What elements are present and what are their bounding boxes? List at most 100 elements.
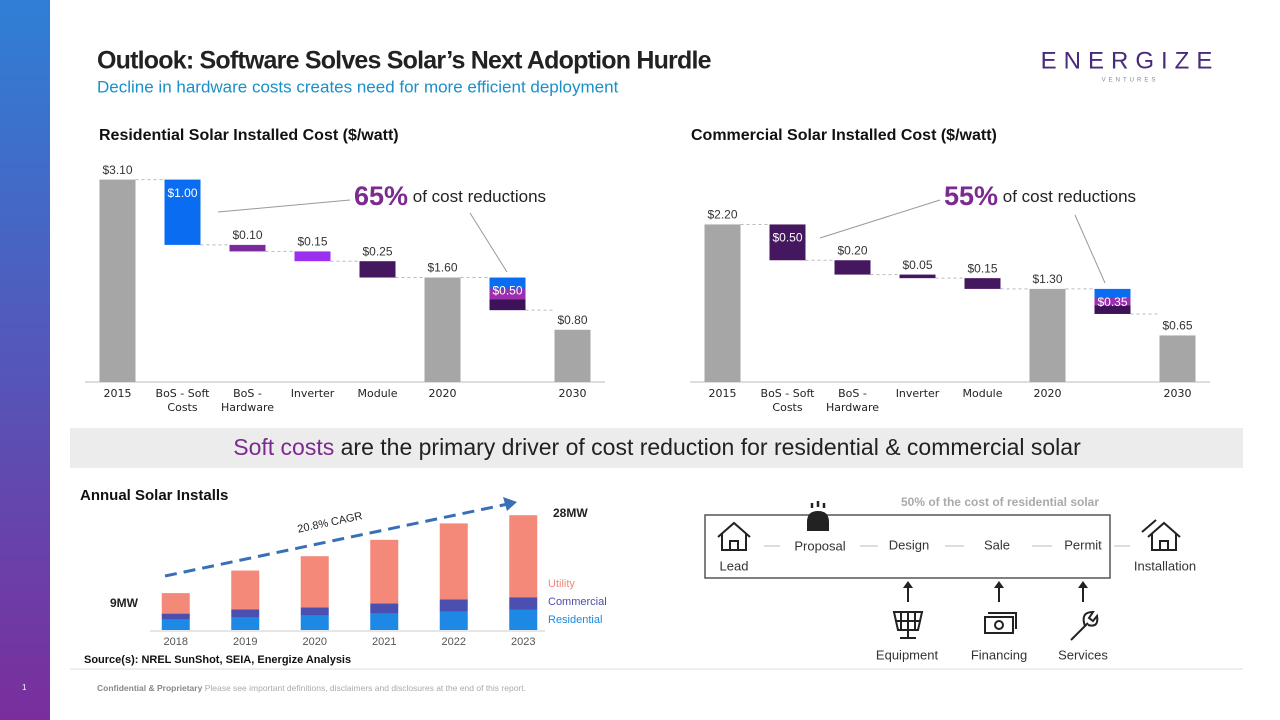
- logo: ENERGIZE: [1041, 47, 1220, 74]
- bar: [1029, 288, 1066, 382]
- bar-segment: [300, 615, 329, 630]
- bar: [964, 278, 1001, 289]
- bar-segment: [370, 613, 399, 630]
- x-tick-label: 2019: [233, 636, 257, 648]
- step-label: Permit: [1064, 537, 1102, 552]
- bar-segment: [509, 609, 538, 630]
- step-label: Proposal: [794, 538, 845, 553]
- bar-segment: [161, 619, 190, 630]
- value-label: $0.80: [557, 313, 587, 327]
- bar: [99, 179, 136, 382]
- x-tick-label: 2015: [103, 387, 132, 400]
- cagr-arrow: [164, 502, 509, 578]
- input-label: Services: [1058, 647, 1108, 662]
- bar-segment: [509, 515, 538, 598]
- x-tick-label: 2018: [164, 636, 188, 648]
- bar-segment: [370, 603, 399, 614]
- bar: [294, 251, 331, 262]
- pointers: [217, 199, 1106, 284]
- title: Outlook: Software Solves Solar’s Next Ad…: [97, 47, 712, 75]
- value-label: $0.15: [967, 261, 997, 275]
- bar: [554, 329, 591, 382]
- annotation-emphasis: 55%: [944, 181, 998, 211]
- bar: [899, 274, 936, 279]
- chart-title: Annual Solar Installs: [80, 487, 228, 504]
- cagr-label: 20.8% CAGR: [296, 510, 363, 535]
- x-tick-label: 2030: [1163, 387, 1192, 400]
- input-arrow-heads: [903, 581, 1088, 588]
- x-tick-label: 2023: [511, 636, 535, 648]
- value-label: $0.35: [1097, 295, 1127, 309]
- banner-emphasis: Soft costs: [233, 434, 334, 460]
- x-tick-label: 2015: [708, 387, 737, 400]
- step-label: Design: [889, 537, 929, 552]
- legend-entry: Residential: [548, 614, 602, 626]
- x-tick-label: Inverter: [290, 387, 335, 400]
- bar-segment: [161, 613, 190, 620]
- annotation-emphasis: 65%: [354, 181, 408, 211]
- value-label: $0.50: [492, 284, 522, 298]
- value-label: $0.65: [1162, 319, 1192, 333]
- value-label: $3.10: [102, 163, 132, 177]
- x-tick-label: 2020: [428, 387, 457, 400]
- footer-label: Confidential & Proprietary: [97, 683, 203, 693]
- x-tick-label: BoS - Soft Costs: [155, 387, 210, 414]
- source: Source(s): NREL SunShot, SEIA, Energize …: [84, 654, 351, 666]
- subtitle: Decline in hardware costs creates need f…: [97, 77, 619, 96]
- x-tick-label: 2021: [372, 636, 396, 648]
- icons: [717, 501, 1181, 641]
- input-label: Equipment: [876, 647, 939, 662]
- x-tick-label: 2022: [442, 636, 466, 648]
- bar: [834, 260, 871, 275]
- bar-segment: [161, 593, 190, 614]
- banner: [70, 428, 1243, 468]
- value-label: $2.20: [707, 208, 737, 222]
- x-tick-label: 2020: [303, 636, 327, 648]
- arrow-head: [503, 497, 517, 511]
- bar-segment: [300, 556, 329, 608]
- logo-tagline: VENTURES: [1102, 78, 1159, 84]
- step-label: Sale: [984, 537, 1010, 552]
- bar-segment: [439, 523, 468, 600]
- x-tick-label: BoS - Hardware: [220, 387, 275, 414]
- bar: [164, 179, 201, 245]
- value-label: $1.30: [1032, 272, 1062, 286]
- bar: [1159, 335, 1196, 382]
- bar-segment: [439, 599, 468, 612]
- annotation: 65% of cost reductions: [354, 181, 546, 211]
- value-label: $0.05: [902, 258, 932, 272]
- bar: [424, 277, 461, 382]
- total-label: 28MW: [553, 506, 588, 520]
- banner-body: are the primary driver of cost reduction…: [341, 434, 1081, 460]
- legend-entry: Commercial: [548, 596, 607, 608]
- bar: [359, 261, 396, 278]
- step-label: Lead: [720, 558, 749, 573]
- chart-title: Commercial Solar Installed Cost ($/watt): [691, 127, 997, 144]
- annotation-text: of cost reductions: [413, 187, 546, 206]
- x-tick-label: BoS - Hardware: [825, 387, 880, 414]
- chart-title: Residential Solar Installed Cost ($/watt…: [99, 127, 399, 144]
- bar-segment: [231, 570, 260, 610]
- x-tick-label: 2030: [558, 387, 587, 400]
- bar-segment: [300, 607, 329, 616]
- input-arrows: [907, 586, 1084, 602]
- bar-segment: [509, 597, 538, 610]
- total-label: 9MW: [110, 596, 139, 610]
- input-label: Financing: [971, 647, 1027, 662]
- bar-segment: [231, 617, 260, 630]
- bar: [1094, 288, 1131, 314]
- value-label: $0.10: [232, 228, 262, 242]
- diagram-title: 50% of the cost of residential solar: [901, 495, 1099, 509]
- value-label: $0.15: [297, 235, 327, 249]
- legend-entry: Utility: [548, 578, 575, 590]
- value-label: $0.20: [837, 243, 867, 257]
- sidebar: [0, 0, 50, 720]
- bar: [489, 277, 526, 311]
- value-label: $1.60: [427, 261, 457, 275]
- value-label: $0.50: [772, 231, 802, 245]
- value-label: $0.25: [362, 244, 392, 258]
- x-tick-label: Module: [357, 387, 398, 400]
- bar-segment: [231, 609, 260, 618]
